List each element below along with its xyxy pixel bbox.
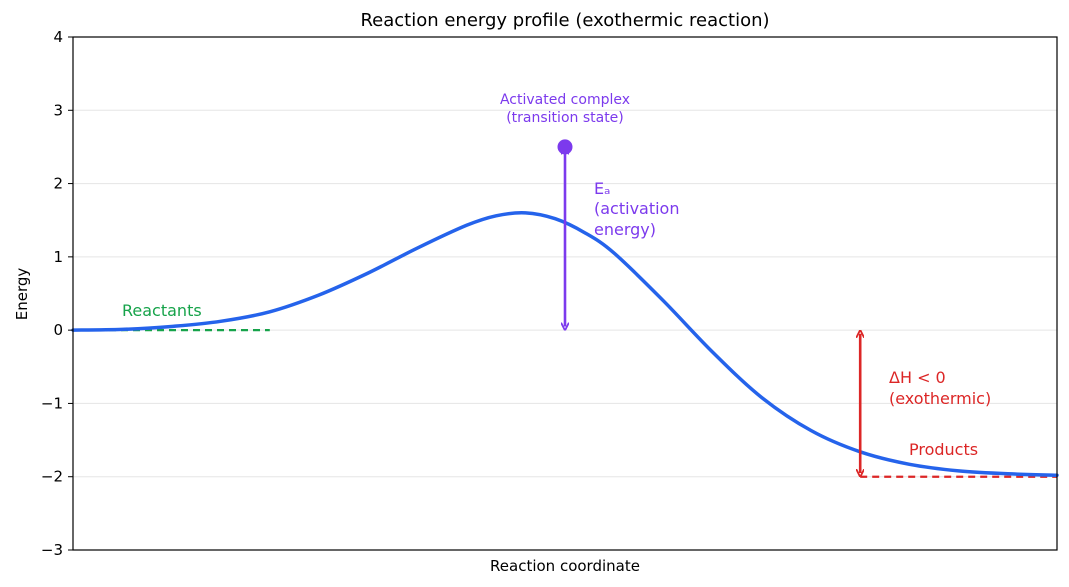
y-tick-label: −1 [41, 394, 63, 412]
reactants-label: Reactants [122, 301, 202, 320]
reference-lines [73, 329, 1057, 478]
enthalpy-label-line1: ΔH < 0 [889, 368, 946, 387]
activation-energy-label-line3: energy) [594, 220, 656, 239]
energy-curve [71, 211, 1059, 477]
transition-state-label-line2: (transition state) [506, 110, 624, 126]
chart-title: Reaction energy profile (exothermic reac… [360, 10, 769, 31]
y-tick-label: 3 [53, 101, 63, 119]
y-tick-label: −2 [41, 468, 63, 486]
plot-frame [72, 36, 1058, 551]
y-tick-label: −3 [41, 541, 63, 559]
y-axis-ticks: 4 3 2 1 0 −1 −2 −3 [41, 28, 73, 559]
activation-energy-label-line1: Eₐ [594, 179, 610, 198]
transition-state-point [557, 139, 573, 155]
transition-state-label-line1: Activated complex [500, 92, 630, 108]
y-tick-label: 2 [53, 175, 63, 193]
y-axis-label: Energy [13, 268, 31, 321]
annotations [557, 139, 861, 473]
enthalpy-label-line2: (exothermic) [889, 389, 991, 408]
activation-energy-label-line2: (activation [594, 199, 679, 218]
products-label: Products [909, 440, 978, 459]
x-axis-label: Reaction coordinate [490, 557, 640, 575]
y-tick-label: 0 [53, 321, 63, 339]
y-tick-label: 4 [53, 28, 63, 46]
y-tick-label: 1 [53, 248, 63, 266]
series-layer [71, 211, 1059, 477]
